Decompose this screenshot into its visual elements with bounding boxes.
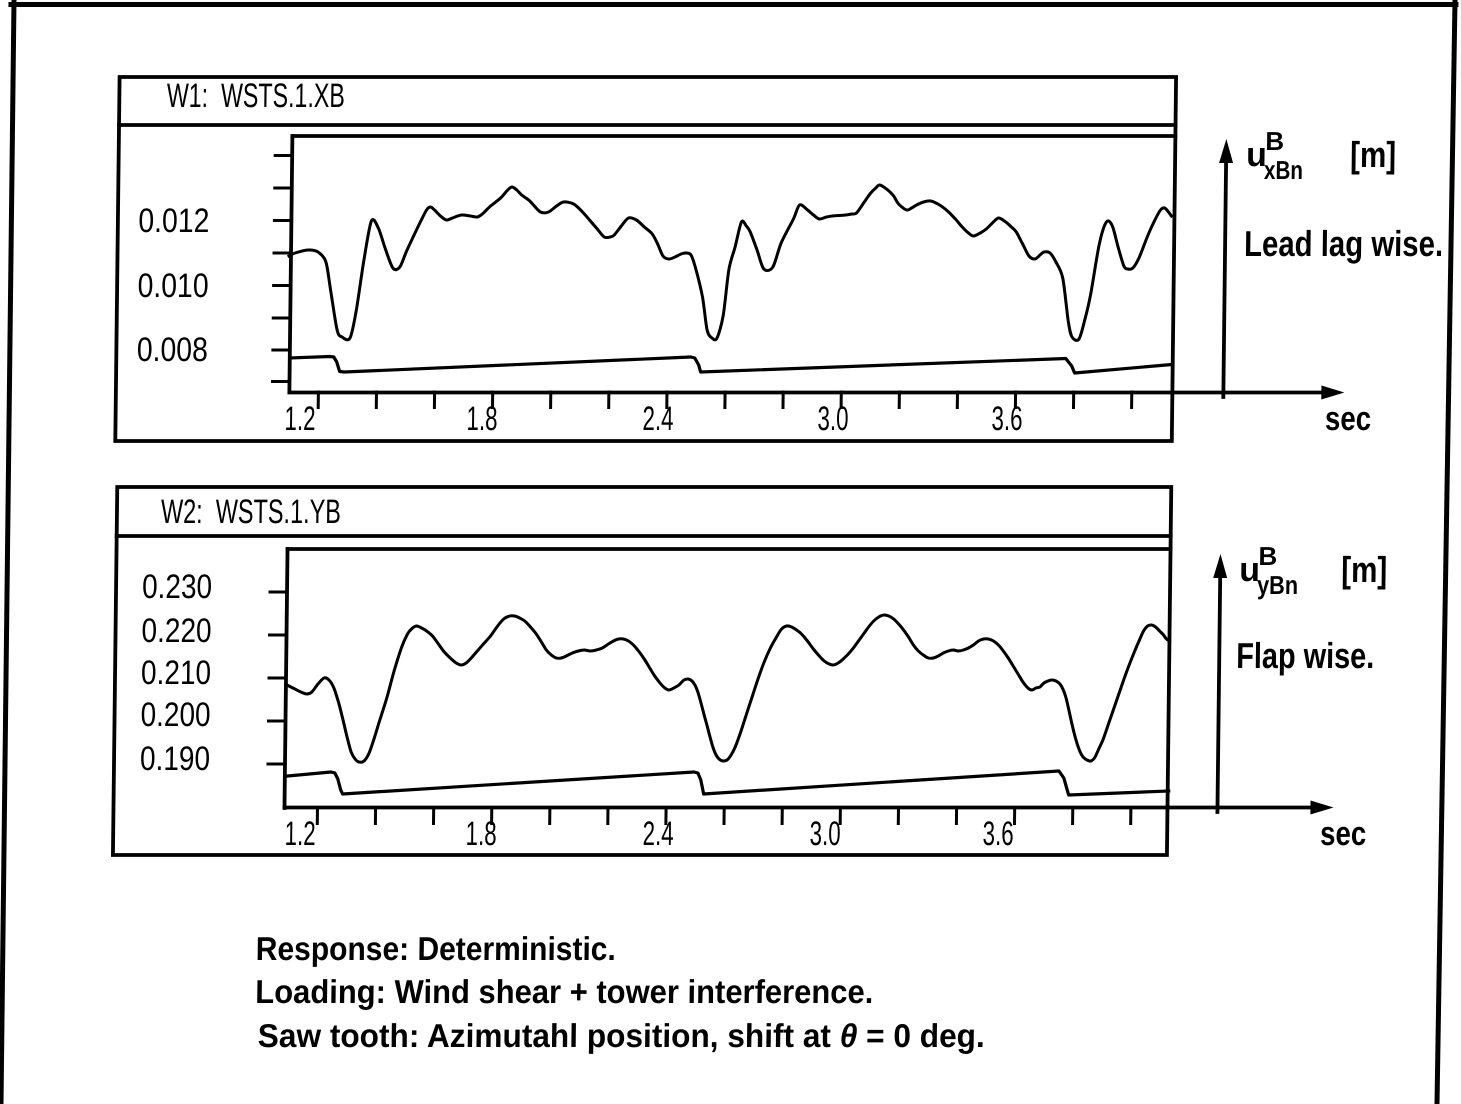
svg-text:[m]: [m] [1350, 134, 1396, 175]
svg-text:1.8: 1.8 [465, 815, 496, 853]
svg-text:sec: sec [1325, 400, 1371, 438]
svg-text:Lead lag wise.: Lead lag wise. [1244, 223, 1443, 264]
svg-text:yBn: yBn [1257, 570, 1298, 600]
svg-text:1.2: 1.2 [284, 815, 315, 853]
svg-text:1.2: 1.2 [284, 400, 315, 438]
svg-text:3.0: 3.0 [817, 400, 848, 438]
svg-text:B: B [1258, 541, 1277, 571]
svg-text:0.220: 0.220 [141, 612, 211, 650]
svg-text:2.4: 2.4 [642, 400, 673, 438]
svg-text:0.010: 0.010 [137, 267, 208, 305]
svg-text:W2: WSTS.1.YB: W2: WSTS.1.YB [161, 493, 341, 531]
svg-text:3.6: 3.6 [991, 400, 1022, 438]
svg-text:0.190: 0.190 [140, 740, 210, 778]
svg-text:0.210: 0.210 [141, 654, 211, 692]
svg-text:u: u [1239, 551, 1260, 589]
svg-text:xBn: xBn [1264, 155, 1303, 185]
svg-text:0.012: 0.012 [138, 202, 209, 240]
svg-text:Response: Deterministic.: Response: Deterministic. [256, 930, 616, 967]
svg-text:0.230: 0.230 [142, 568, 212, 606]
svg-text:u: u [1246, 136, 1267, 174]
svg-text:0.008: 0.008 [137, 331, 208, 369]
svg-text:Flap wise.: Flap wise. [1236, 635, 1374, 676]
svg-text:2.4: 2.4 [642, 815, 673, 853]
svg-text:0.200: 0.200 [140, 696, 210, 734]
svg-text:1.8: 1.8 [466, 400, 497, 438]
svg-text:sec: sec [1320, 815, 1366, 853]
svg-text:W1: WSTS.1.XB: W1: WSTS.1.XB [167, 77, 345, 115]
svg-text:[m]: [m] [1341, 549, 1387, 590]
svg-text:3.6: 3.6 [982, 815, 1013, 853]
svg-text:B: B [1265, 126, 1284, 156]
svg-text:3.0: 3.0 [809, 815, 840, 853]
svg-text:Saw tooth: Azimutahl position,: Saw tooth: Azimutahl position, shift at … [258, 1017, 985, 1054]
svg-text:Loading: Wind shear + tower in: Loading: Wind shear + tower interference… [255, 973, 873, 1010]
